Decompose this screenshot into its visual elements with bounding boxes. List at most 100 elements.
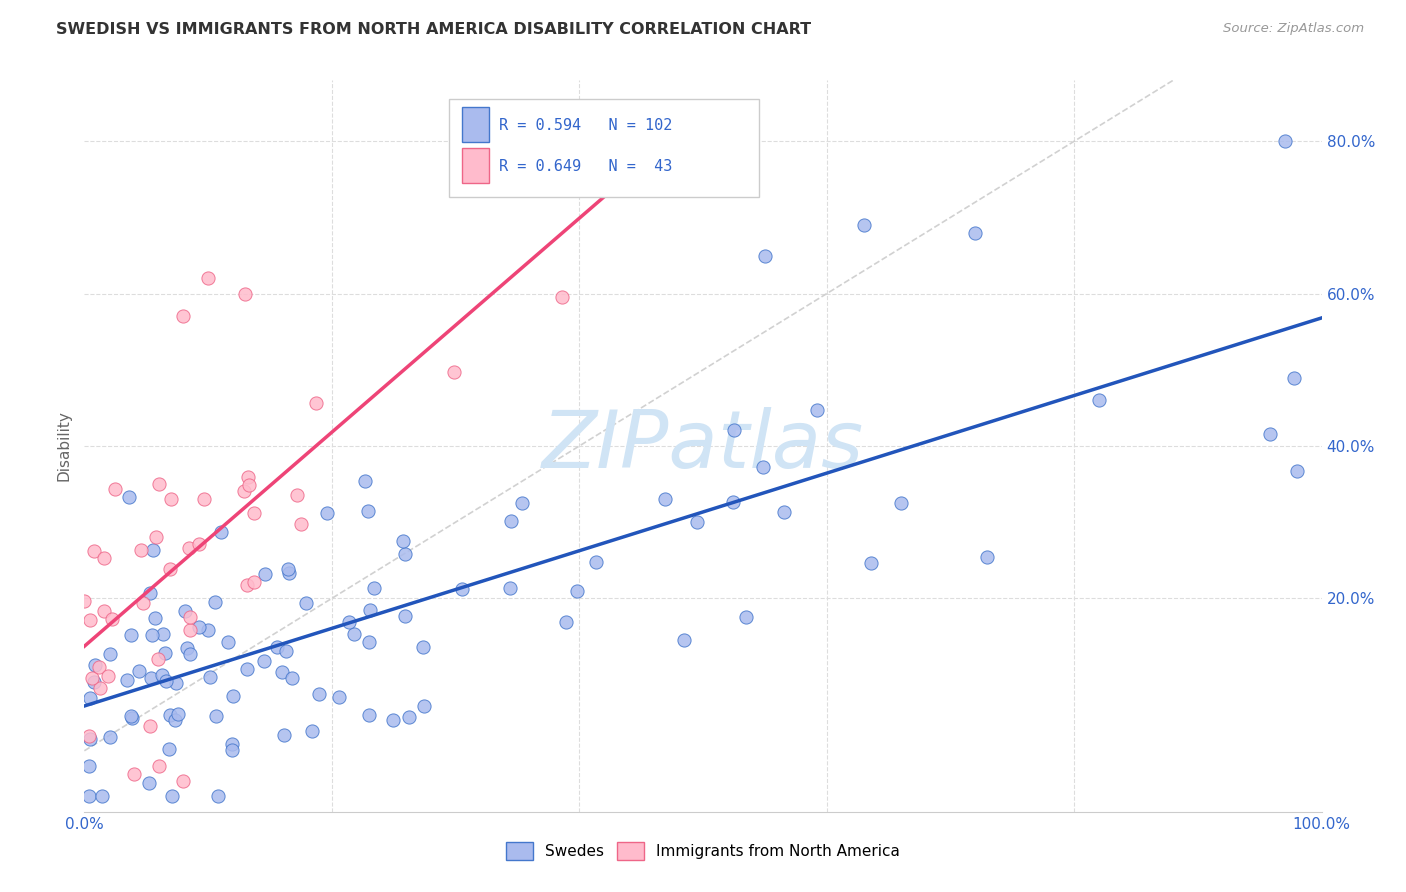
Point: [205, 709, 228, 723]
Point: [381, 713, 404, 727]
Point: [1088, 393, 1111, 408]
Point: [179, 647, 201, 661]
Point: [253, 654, 276, 668]
Point: [83, 543, 105, 558]
Point: [412, 640, 434, 654]
Point: [499, 514, 522, 528]
Point: [129, 542, 152, 557]
Point: [721, 495, 744, 509]
Point: [398, 710, 420, 724]
Point: [359, 707, 381, 722]
Point: [363, 581, 385, 595]
Point: [305, 395, 328, 409]
Point: [685, 515, 707, 529]
Point: [98, 648, 121, 662]
Point: [359, 603, 381, 617]
Point: [172, 310, 194, 324]
Point: [443, 364, 465, 378]
Point: [98, 730, 121, 744]
Point: [290, 517, 312, 532]
Point: [146, 652, 169, 666]
Point: [233, 484, 256, 499]
Point: [159, 742, 181, 756]
Point: [188, 619, 211, 633]
Point: [217, 635, 239, 649]
Bar: [461, 107, 489, 143]
Point: [412, 699, 434, 714]
Point: [159, 562, 181, 576]
Point: [565, 584, 588, 599]
Point: [138, 776, 160, 790]
Point: [285, 488, 308, 502]
Point: [197, 624, 219, 638]
Point: [122, 766, 145, 780]
Point: [238, 469, 260, 483]
Text: ZIPatlas: ZIPatlas: [541, 407, 865, 485]
Point: [172, 774, 194, 789]
Point: [451, 582, 474, 597]
Point: [238, 478, 260, 492]
Point: [394, 547, 416, 561]
Point: [84, 657, 107, 672]
Point: [221, 737, 243, 751]
Point: [278, 566, 301, 581]
Point: [852, 218, 875, 232]
Point: [104, 482, 127, 496]
Legend: Swedes, Immigrants from North America: Swedes, Immigrants from North America: [499, 837, 907, 866]
Y-axis label: Disability: Disability: [56, 410, 72, 482]
Point: [150, 667, 173, 681]
Point: [160, 789, 183, 804]
Text: SWEDISH VS IMMIGRANTS FROM NORTH AMERICA DISABILITY CORRELATION CHART: SWEDISH VS IMMIGRANTS FROM NORTH AMERICA…: [56, 22, 811, 37]
Point: [554, 615, 576, 630]
Point: [672, 632, 695, 647]
Point: [209, 525, 232, 540]
Point: [276, 644, 298, 658]
Point: [179, 623, 201, 637]
Point: [204, 595, 226, 609]
Point: [143, 610, 166, 624]
Point: [177, 541, 200, 555]
Point: [654, 492, 676, 507]
Point: [236, 578, 259, 592]
Point: [1274, 134, 1296, 148]
Point: [295, 596, 318, 610]
Point: [139, 672, 162, 686]
Point: [176, 640, 198, 655]
Point: [152, 626, 174, 640]
Point: [242, 506, 264, 520]
Point: [277, 562, 299, 576]
Point: [139, 719, 162, 733]
Point: [80, 671, 103, 685]
Point: [221, 743, 243, 757]
Point: [118, 490, 141, 504]
Point: [281, 671, 304, 685]
Point: [890, 496, 912, 510]
Point: [357, 504, 380, 518]
Point: [308, 687, 330, 701]
Point: [392, 533, 415, 548]
Point: [236, 662, 259, 676]
Text: R = 0.594   N = 102: R = 0.594 N = 102: [499, 118, 672, 133]
Point: [167, 706, 190, 721]
Point: [93, 550, 115, 565]
Point: [353, 475, 375, 489]
Point: [131, 597, 153, 611]
Point: [585, 555, 607, 569]
Point: [1286, 464, 1309, 478]
Point: [499, 582, 522, 596]
Point: [233, 286, 256, 301]
Point: [155, 673, 177, 688]
Point: [273, 728, 295, 742]
Point: [197, 271, 219, 285]
Point: [1282, 371, 1305, 385]
Point: [77, 729, 100, 743]
Point: [1258, 426, 1281, 441]
Point: [339, 615, 361, 630]
Point: [301, 724, 323, 739]
Point: [89, 681, 111, 695]
Point: [165, 713, 187, 727]
Point: [79, 731, 101, 746]
Point: [965, 226, 987, 240]
Point: [83, 675, 105, 690]
Point: [394, 609, 416, 624]
